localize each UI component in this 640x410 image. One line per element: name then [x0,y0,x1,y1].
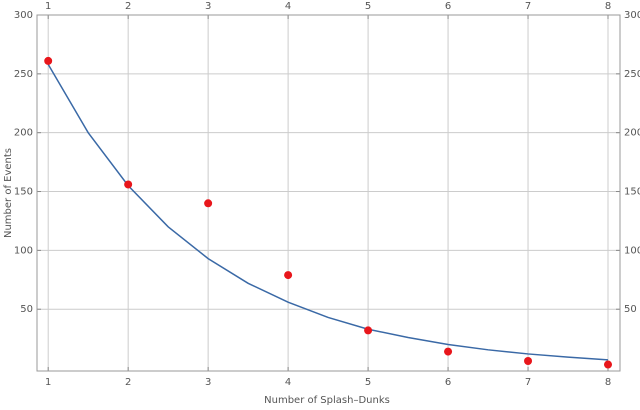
data-point [284,271,293,280]
fit-curve [47,64,609,361]
plot-frame [36,14,621,372]
y-tick-label: 300 [14,10,33,21]
x-tick-label: 5 [365,377,371,388]
x-tick-label: 6 [445,377,451,388]
data-point [44,56,53,65]
y-tick-label: 100 [14,245,33,256]
data-point [524,356,533,365]
data-point [604,360,613,369]
y-tick-label-right: 200 [624,128,640,139]
x-tick-label-top: 5 [365,1,371,12]
y-tick-label-right: 250 [624,69,640,80]
x-tick-label-top: 3 [205,1,211,12]
x-tick-label: 2 [125,377,131,388]
data-point [124,180,133,189]
x-tick-label: 4 [285,377,291,388]
x-tick-label-top: 4 [285,1,291,12]
x-tick-label-top: 7 [525,1,531,12]
x-tick-label: 7 [525,377,531,388]
x-tick-label: 3 [205,377,211,388]
data-point [204,199,213,208]
y-axis-label: Number of Events [3,148,14,238]
x-tick-label-top: 6 [445,1,451,12]
y-tick-label: 200 [14,128,33,139]
y-tick-label-right: 100 [624,245,640,256]
data-point [364,326,373,335]
y-tick-label-right: 50 [624,304,637,315]
x-tick-label-top: 1 [45,1,51,12]
x-axis-label: Number of Splash–Dunks [264,395,390,406]
x-tick-label-top: 8 [605,1,611,12]
x-tick-label: 1 [45,377,51,388]
y-tick-label-right: 150 [624,187,640,198]
data-point [444,347,453,356]
y-tick-label: 150 [14,187,33,198]
y-tick-label: 50 [20,304,33,315]
x-tick-label-top: 2 [125,1,131,12]
y-tick-label: 250 [14,69,33,80]
x-tick-label: 8 [605,377,611,388]
y-tick-label-right: 300 [624,10,640,21]
